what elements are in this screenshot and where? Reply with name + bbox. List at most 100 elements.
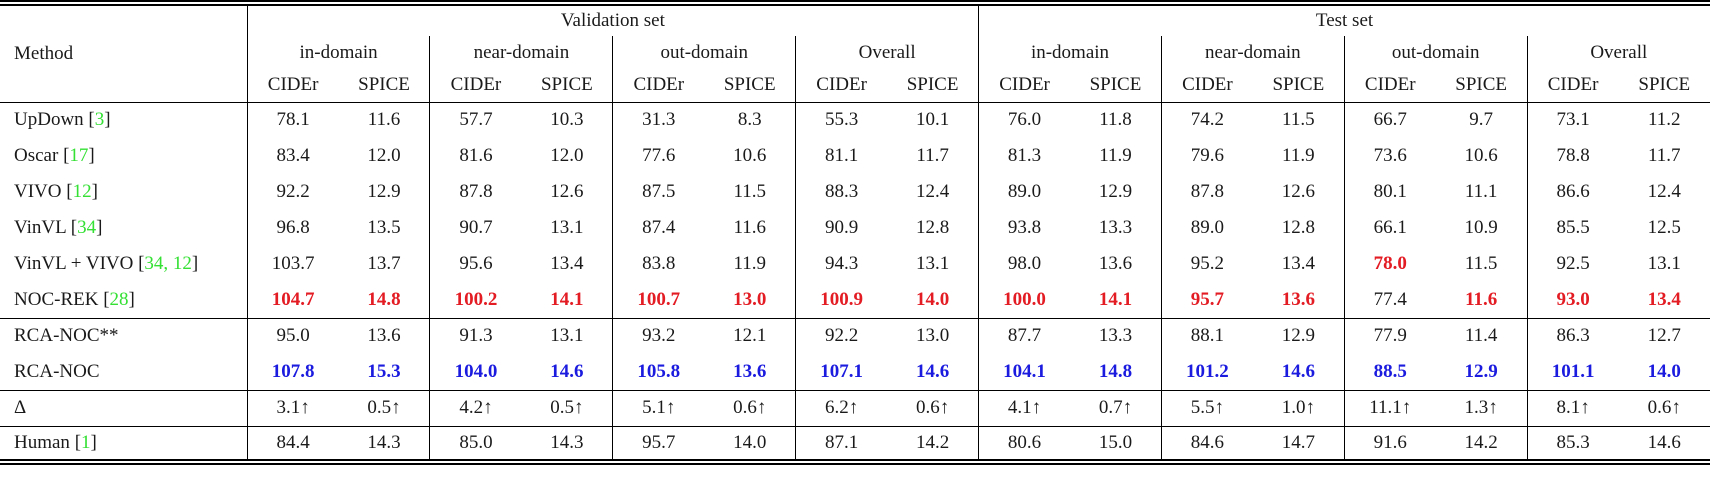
value-cell: 80.6 [978, 426, 1071, 462]
value-cell: 81.1 [795, 138, 888, 174]
column-group-test-out-domain: out-domain [1343, 36, 1528, 69]
value-cell: 11.6 [367, 109, 401, 131]
value-cell: 11.7 [1648, 145, 1681, 166]
value-cell: 13.6 [704, 354, 796, 391]
table-row: RCA-NOC** 95.0 13.6 91.3 13.1 93.2 12.1 92.2 13.… [0, 318, 1710, 354]
value-cell: 95.0 [276, 325, 310, 347]
value-cell: 88.1 [1160, 318, 1253, 354]
value-cell: 14.0 [1618, 354, 1710, 391]
header-row-metrics: CIDEr SPICE CIDEr SPICE CIDEr SPICE CIDE… [0, 69, 1710, 103]
citation-link[interactable]: 1 [81, 431, 91, 453]
method-label: UpDown [14, 109, 84, 131]
value-cell: 95.6 [429, 246, 522, 282]
value-cell: 14.3 [550, 431, 584, 453]
value-cell: 103.7 [271, 253, 315, 274]
column-header-cider: CIDEr [429, 69, 522, 103]
value-cell: 87.1 [795, 426, 888, 462]
column-group-val-in-domain: in-domain [299, 41, 378, 63]
table-row: VinVL + VIVO [34, 12] 103.7 13.7 95.6 13.4 83… [0, 246, 1710, 282]
table-body: UpDown [3] 78.1 11.6 57.7 10.3 31.3 8.3 55.3 10.… [0, 102, 1710, 462]
value-cell: 89.0 [1160, 210, 1253, 246]
value-cell: 85.5 [1526, 210, 1619, 246]
column-header-spice: SPICE [1435, 69, 1528, 103]
value-cell: 55.3 [795, 102, 888, 138]
value-cell: 12.9 [367, 181, 401, 202]
value-cell: 13.4 [1618, 282, 1710, 319]
value-cell: 81.6 [429, 138, 522, 174]
value-cell: 14.0 [887, 282, 979, 319]
value-cell: 14.7 [1281, 431, 1315, 453]
value-cell: 14.8 [1070, 354, 1162, 391]
column-header-spice: SPICE [1618, 69, 1710, 103]
value-cell: 14.2 [915, 431, 950, 453]
value-cell: 12.8 [1281, 217, 1315, 238]
value-cell: 11.1 [1464, 181, 1498, 202]
citation-link[interactable]: 12 [72, 181, 92, 202]
column-header-method: Method [0, 3, 248, 103]
citation-link[interactable]: 17 [69, 145, 89, 166]
column-header-cider: CIDEr [1160, 69, 1253, 103]
value-cell: 15.3 [338, 354, 430, 391]
value-cell: 31.3 [612, 102, 705, 138]
value-cell: 100.0 [978, 282, 1071, 319]
method-label: VinVL [14, 217, 66, 238]
citation-link[interactable]: 3 [94, 109, 105, 131]
value-cell: 77.6 [612, 138, 705, 174]
value-cell: 12.5 [1647, 217, 1681, 238]
value-cell: 14.1 [521, 282, 613, 319]
value-cell: 1.0↑ [1252, 390, 1345, 427]
method-cell: Oscar [17] [0, 138, 248, 174]
table-row: UpDown [3] 78.1 11.6 57.7 10.3 31.3 8.3 55.3 10.… [0, 102, 1710, 138]
value-cell: 13.6 [367, 325, 401, 347]
value-cell: 92.5 [1526, 246, 1619, 282]
value-cell: 11.5 [1464, 253, 1498, 274]
method-cell: VIVO [12] [0, 174, 248, 210]
value-cell: 10.6 [1464, 145, 1498, 166]
citation-link[interactable]: 28 [109, 288, 129, 310]
method-cell: NOC-REK [28] [0, 282, 248, 319]
value-cell: 100.7 [612, 282, 705, 319]
value-cell: 86.6 [1526, 174, 1619, 210]
column-header-spice: SPICE [704, 69, 796, 103]
value-cell: 77.9 [1343, 318, 1436, 354]
column-header-spice: SPICE [338, 69, 430, 103]
value-cell: 11.6 [733, 217, 766, 238]
value-cell: 11.2 [1648, 109, 1681, 131]
column-header-spice: SPICE [887, 69, 979, 103]
value-cell: 0.6↑ [704, 390, 796, 427]
value-cell: 89.0 [978, 174, 1071, 210]
value-cell: 12.7 [1647, 325, 1681, 347]
value-cell: 0.6↑ [887, 390, 979, 427]
value-cell: 11.8 [1099, 109, 1132, 131]
citation-link[interactable]: 34 [77, 217, 97, 238]
value-cell: 73.6 [1343, 138, 1436, 174]
value-cell: 94.3 [795, 246, 888, 282]
value-cell: 14.0 [733, 431, 767, 453]
value-cell: 14.3 [367, 431, 401, 453]
value-cell: 104.7 [247, 282, 339, 319]
value-cell: 95.7 [1160, 282, 1253, 319]
value-cell: 6.2↑ [795, 390, 888, 427]
table-row: Δ 3.1↑ 0.5↑ 4.2↑ 0.5↑ 5.1↑ 0.6↑ 6.2↑ 0.6↑ 4.1↑ 0.7… [0, 390, 1710, 427]
column-header-cider: CIDEr [247, 69, 339, 103]
column-group-test-near-domain: near-domain [1160, 36, 1345, 69]
value-cell: 13.7 [367, 253, 401, 274]
value-cell: 5.5↑ [1160, 390, 1253, 427]
value-cell: 15.0 [1098, 431, 1133, 453]
value-cell: 8.1↑ [1526, 390, 1619, 427]
value-cell: 12.6 [1281, 181, 1315, 202]
value-cell: 84.4 [276, 431, 310, 453]
value-cell: 13.0 [915, 325, 950, 347]
method-label: Δ [14, 397, 27, 418]
value-cell: 12.9 [1435, 354, 1528, 391]
value-cell: 92.2 [276, 181, 310, 202]
column-header-cider: CIDEr [978, 69, 1071, 103]
value-cell: 98.0 [978, 246, 1071, 282]
column-header-cider: CIDEr [612, 69, 705, 103]
value-cell: 10.6 [733, 145, 767, 166]
citation-link[interactable]: 34, 12 [144, 253, 192, 274]
column-header-spice: SPICE [1252, 69, 1345, 103]
value-cell: 87.7 [978, 318, 1071, 354]
value-cell: 0.6↑ [1618, 390, 1710, 427]
column-group-test-set: Test set [978, 3, 1710, 36]
